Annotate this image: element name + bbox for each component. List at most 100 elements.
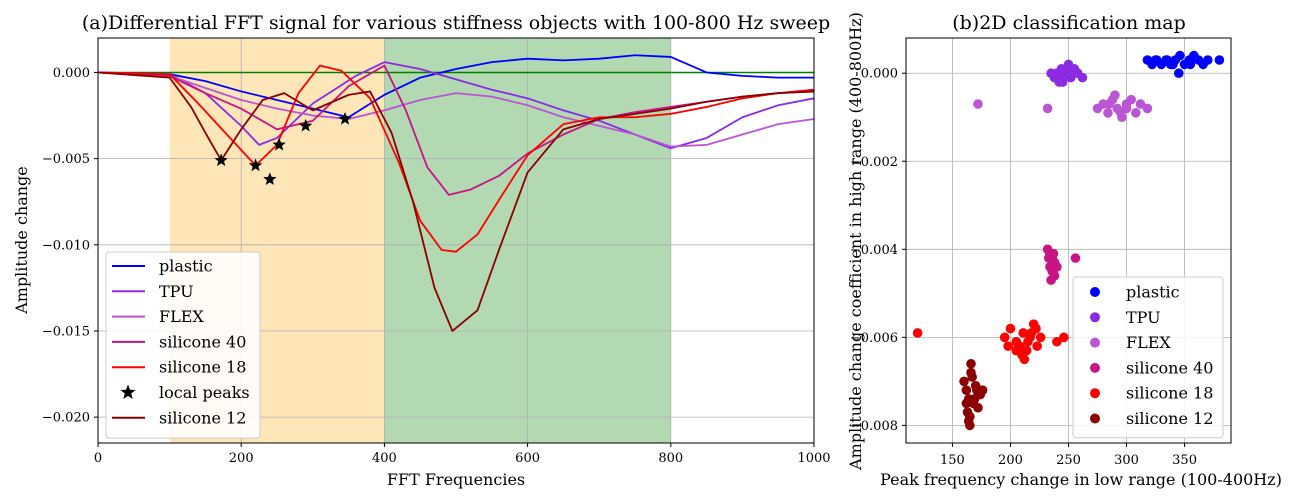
local-peak-marker — [214, 153, 228, 167]
panel-a-x-label: FFT Frequencies — [387, 470, 525, 489]
scatter-point-silicone-12 — [963, 416, 974, 426]
scatter-point-silicone-18 — [1011, 345, 1022, 356]
scatter-point-silicone-18 — [1031, 323, 1041, 334]
y-tick-label: −0.020 — [42, 411, 90, 426]
panel-a-local-peaks — [214, 112, 352, 185]
scatter-point-plastic — [1214, 55, 1225, 65]
legend-label-flex: FLEX — [159, 307, 204, 326]
y-tick-label: −0.004 — [850, 243, 898, 258]
legend-label-silicone-18: silicone 18 — [1126, 384, 1213, 403]
legend-box — [105, 251, 261, 439]
legend-marker-silicone-18 — [1090, 388, 1100, 399]
scatter-point-silicone-12 — [961, 398, 972, 409]
panel-b-y-ticks: 0.000 −0.002 −0.004 −0.006 −0.008 — [850, 67, 906, 434]
y-tick-label: −0.005 — [42, 152, 90, 167]
scatter-point-plastic — [1185, 59, 1196, 70]
scatter-point-silicone-18 — [1023, 336, 1033, 347]
scatter-point-silicone-12 — [966, 358, 976, 369]
scatter-point-silicone-18 — [1035, 332, 1046, 343]
local-peak-marker — [338, 112, 352, 125]
panel-b-title: (b)2D classification map — [952, 12, 1186, 34]
scatter-point-flex — [1042, 103, 1053, 114]
panel-b-x-ticks: 150 200 250 300 350 — [940, 443, 1197, 468]
panel-b-legend: plastic TPU FLEX silicone 40 silicone 18 sili… — [1072, 276, 1224, 439]
scatter-point-flex — [1131, 108, 1141, 118]
scatter-point-silicone-12 — [959, 376, 969, 387]
panel-a-title: (a)Differential FFT signal for various s… — [82, 12, 830, 34]
scatter-point-silicone-12 — [961, 385, 972, 395]
legend-label-flex: FLEX — [1126, 333, 1171, 352]
legend-marker-silicone-40 — [1090, 362, 1100, 373]
scatter-point-silicone-18 — [1019, 354, 1030, 365]
legend-label-local-peaks: local peaks — [159, 383, 250, 402]
scatter-point-silicone-18 — [999, 332, 1010, 343]
scatter-point-silicone-12 — [973, 402, 983, 413]
scatter-point-silicone-18 — [1052, 336, 1062, 347]
panel-b-x-label: Peak frequency change in low range (100-… — [880, 470, 1282, 489]
scatter-point-silicone-18 — [1005, 323, 1016, 334]
y-tick-label: −0.006 — [850, 331, 898, 346]
scatter-point-silicone-40 — [1046, 275, 1056, 285]
y-tick-label: −0.010 — [42, 238, 90, 253]
x-tick-label: 600 — [515, 451, 540, 466]
panel-a-plot-frame — [97, 37, 815, 444]
legend-label-silicone-12: silicone 12 — [1126, 409, 1213, 428]
scatter-point-plastic — [1175, 50, 1185, 61]
scatter-point-silicone-12 — [969, 394, 980, 404]
y-tick-label: −0.008 — [850, 419, 898, 434]
panel-a-x-ticks: 0 200 400 600 800 1000 — [94, 443, 831, 466]
x-tick-label: 350 — [1172, 453, 1197, 468]
legend-label-plastic: plastic — [159, 257, 213, 276]
scatter-point-silicone-18 — [1003, 341, 1013, 351]
panel-a-legend: plastic TPU FLEX silicone 40 silicone 18 loca… — [105, 251, 261, 439]
y-tick-label: 0.000 — [861, 67, 898, 82]
legend-label-silicone-40: silicone 40 — [159, 332, 246, 351]
panel-a-chart: (a)Differential FFT signal for various s… — [12, 12, 831, 489]
legend-marker-tpu — [1090, 312, 1100, 323]
y-tick-label: −0.015 — [42, 324, 90, 339]
scatter-point-silicone-18 — [1059, 332, 1069, 343]
scatter-point-silicone-12 — [977, 385, 988, 395]
local-peak-marker — [263, 172, 277, 185]
panel-a-y-ticks: 0.000 −0.005 −0.010 −0.015 −0.020 — [42, 66, 98, 426]
legend-label-silicone-40: silicone 40 — [1126, 358, 1213, 377]
scatter-point-tpu — [1066, 72, 1076, 83]
series-line-silicone-12 — [97, 71, 815, 332]
scatter-point-silicone-18 — [912, 328, 923, 338]
scatter-point-flex — [1103, 108, 1113, 118]
y-tick-label: 0.000 — [53, 66, 90, 81]
scatter-point-silicone-40 — [1070, 253, 1081, 263]
panel-b-y-label: Amplitude change coefficient in high ran… — [846, 12, 865, 471]
legend-label-tpu: TPU — [1126, 308, 1161, 327]
local-peak-marker — [248, 158, 263, 172]
y-tick-label: −0.002 — [850, 155, 898, 170]
legend-marker-plastic — [1090, 287, 1100, 297]
panel-b-chart: (b)2D classification map 150 200 250 300 350… — [846, 12, 1282, 489]
legend-marker-local-peaks — [120, 384, 136, 399]
panel-a-series — [97, 54, 815, 332]
scatter-point-flex — [1110, 90, 1120, 101]
scatter-point-flex — [1142, 103, 1153, 114]
scatter-point-plastic — [1162, 55, 1172, 65]
scatter-point-flex — [1126, 94, 1136, 105]
scatter-point-plastic — [1173, 68, 1184, 79]
x-tick-label: 200 — [998, 453, 1023, 468]
local-peak-marker — [298, 118, 313, 132]
x-tick-label: 1000 — [797, 451, 830, 466]
series-line-plastic — [97, 54, 814, 119]
legend-label-silicone-18: silicone 18 — [159, 358, 246, 377]
panel-a-y-label: Amplitude change — [12, 166, 31, 315]
scatter-point-silicone-40 — [1048, 248, 1059, 259]
panel-b-points — [912, 50, 1225, 431]
scatter-point-tpu — [1077, 72, 1088, 83]
series-line-tpu — [97, 61, 815, 150]
scatter-point-flex — [1115, 108, 1126, 118]
x-tick-label: 150 — [940, 453, 965, 468]
x-tick-label: 0 — [94, 451, 102, 466]
scatter-point-tpu — [1063, 64, 1074, 74]
x-tick-label: 800 — [658, 451, 683, 466]
x-tick-label: 250 — [1056, 453, 1081, 468]
legend-label-silicone-12: silicone 12 — [159, 408, 246, 427]
scatter-point-silicone-12 — [967, 372, 977, 382]
